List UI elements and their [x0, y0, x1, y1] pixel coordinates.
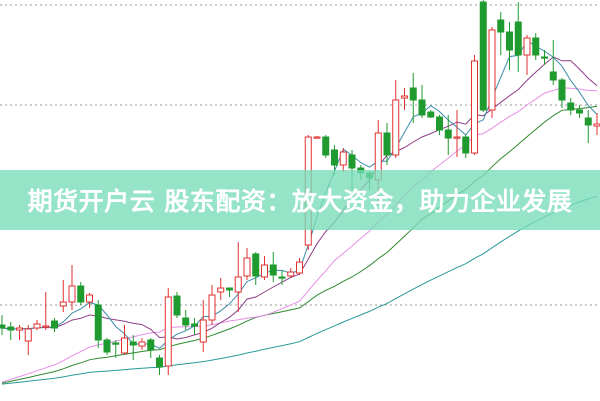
candle-body: [33, 323, 41, 329]
ma30-line: [1, 105, 598, 384]
candle-body: [261, 264, 268, 278]
candle-body: [112, 342, 120, 345]
candle-body: [16, 327, 23, 331]
candle-body: [401, 95, 408, 99]
candle-body: [42, 325, 50, 328]
candle-body: [138, 341, 146, 347]
candle-body: [383, 132, 391, 156]
candle-body: [418, 99, 426, 116]
candle-body: [497, 19, 505, 33]
candle-body: [506, 31, 513, 51]
candle-body: [287, 271, 295, 277]
candle-body: [514, 21, 522, 56]
ma20-line: [1, 87, 598, 383]
candle-body: [86, 294, 93, 303]
candle-body: [208, 294, 216, 321]
candle-body: [269, 264, 277, 276]
candle-body: [409, 87, 417, 101]
candle-body: [156, 357, 163, 368]
candle-body: [541, 56, 548, 59]
candle-body: [532, 37, 540, 56]
candle-body: [278, 276, 286, 279]
candle-body: [173, 295, 181, 316]
ma60-line: [1, 195, 598, 385]
candle-body: [234, 276, 242, 293]
candle-body: [549, 71, 557, 81]
candle-body: [191, 323, 198, 327]
candle-body: [322, 136, 330, 156]
candle-body: [436, 116, 443, 131]
candle-body: [392, 99, 400, 156]
candle-body: [488, 29, 496, 111]
candle-body: [243, 257, 251, 277]
candle-body: [164, 296, 172, 367]
candle-body: [453, 136, 461, 139]
candle-body: [77, 285, 85, 303]
candle-body: [7, 326, 15, 331]
candle-body: [444, 129, 452, 139]
candle-body: [129, 341, 137, 346]
candle-body: [199, 319, 207, 343]
candle-body: [94, 304, 102, 341]
candle-body: [567, 102, 575, 111]
candle-body: [593, 123, 600, 127]
candle-body: [103, 339, 111, 353]
candle-body: [217, 287, 225, 293]
candle-body: [226, 287, 233, 291]
candle-body: [51, 320, 58, 329]
title-banner: 期货开户云 股东配资：放大资金，助力企业发展: [0, 170, 600, 230]
candle-body: [182, 317, 190, 326]
candle-body: [0, 324, 6, 329]
candle-body: [427, 111, 435, 118]
candle-body: [252, 253, 260, 277]
candle-body: [331, 149, 338, 166]
candle-body: [313, 136, 321, 139]
candle-body: [584, 117, 592, 126]
candle-body: [471, 60, 478, 154]
candle-body: [121, 337, 128, 354]
candle-body: [59, 301, 67, 307]
candle-body: [68, 285, 76, 303]
candle-body: [462, 136, 470, 154]
candle-body: [296, 261, 303, 274]
candle-body: [523, 37, 531, 56]
candle-body: [24, 328, 32, 342]
candle-body: [558, 79, 566, 101]
candle-body: [348, 154, 356, 169]
candle-body: [147, 339, 155, 351]
candle-body: [339, 151, 347, 166]
banner-title: 期货开户云 股东配资：放大资金，助力企业发展: [27, 187, 573, 216]
candle-body: [576, 109, 583, 114]
candle-body: [479, 1, 487, 111]
